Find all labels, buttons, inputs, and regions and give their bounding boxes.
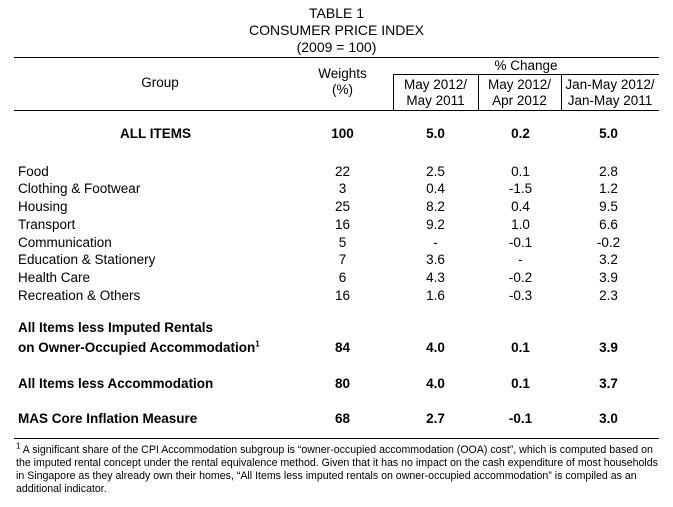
row-label-text: on Owner-Occupied Accommodation <box>18 340 256 355</box>
cell-ytd: -0.2 <box>596 235 621 250</box>
row-label-all-items: ALL ITEMS <box>120 126 192 141</box>
row-label: Communication <box>18 235 112 250</box>
row-label: Education & Stationery <box>18 252 156 267</box>
row-label-mas-core: MAS Core Inflation Measure <box>18 411 198 426</box>
col-ytd-line1: Jan-May 2012/ <box>565 77 655 92</box>
cell-weight: 100 <box>331 126 354 141</box>
row-label-less-accommodation: All Items less Accommodation <box>18 376 214 391</box>
weights-header: Weights (%) <box>300 66 385 98</box>
table-bottom-rule <box>14 438 659 439</box>
header-divider <box>561 75 562 110</box>
cell-ytd: 2.3 <box>599 288 618 303</box>
cell-weight: 68 <box>334 411 351 426</box>
cell-yoy: 4.0 <box>426 376 445 391</box>
table-subtitle: CONSUMER PRICE INDEX <box>248 22 425 38</box>
cell-mom: 0.1 <box>511 376 530 391</box>
top-rule <box>14 57 659 58</box>
header-divider <box>478 75 479 110</box>
col-ytd-line2: Jan-May 2011 <box>567 93 653 108</box>
cell-mom: -0.2 <box>508 270 533 285</box>
cell-yoy: 9.2 <box>426 217 445 232</box>
col-ytd-header: Jan-May 2012/ Jan-May 2011 <box>561 77 659 109</box>
cell-yoy: - <box>433 235 438 250</box>
footnote-marker: 1 <box>255 339 260 349</box>
table-title: TABLE 1 <box>309 5 364 21</box>
cell-yoy: 2.5 <box>426 164 445 179</box>
cell-weight: 25 <box>334 199 351 214</box>
cell-mom: -0.3 <box>508 288 533 303</box>
cell-ytd: 3.0 <box>599 411 618 426</box>
pct-change-header: % Change <box>494 58 558 73</box>
cell-yoy: 8.2 <box>426 199 445 214</box>
cell-yoy: 2.7 <box>426 411 445 426</box>
row-label: Health Care <box>18 270 91 285</box>
cell-mom: - <box>518 252 523 267</box>
row-label: Housing <box>18 199 68 214</box>
cell-mom: 1.0 <box>511 217 530 232</box>
cell-weight: 84 <box>334 340 351 355</box>
cell-mom: -1.5 <box>508 181 533 196</box>
pct-change-rule <box>393 74 659 75</box>
cell-mom: -0.1 <box>508 235 533 250</box>
footnote-text: A significant share of the CPI Accommoda… <box>16 444 658 495</box>
header-bottom-rule <box>14 110 659 111</box>
cell-mom: 0.1 <box>511 164 530 179</box>
cell-weight: 16 <box>334 217 351 232</box>
cell-ytd: 9.5 <box>599 199 618 214</box>
row-label: Recreation & Others <box>18 288 141 303</box>
weights-header-line2: (%) <box>332 82 353 97</box>
cell-yoy: 5.0 <box>426 126 445 141</box>
cell-yoy: 0.4 <box>426 181 445 196</box>
cell-ytd: 3.9 <box>599 340 618 355</box>
cell-yoy: 4.3 <box>426 270 445 285</box>
cell-weight: 7 <box>338 252 347 267</box>
cell-ytd: 3.7 <box>599 376 618 391</box>
row-label-imputed-rentals-line1: All Items less Imputed Rentals <box>18 320 214 335</box>
cell-weight: 16 <box>334 288 351 303</box>
footnote: 1 A significant share of the CPI Accommo… <box>16 441 661 496</box>
footnote-mark: 1 <box>16 441 21 451</box>
cell-yoy: 1.6 <box>426 288 445 303</box>
cell-ytd: 5.0 <box>599 126 618 141</box>
cell-mom: 0.4 <box>511 199 530 214</box>
cell-ytd: 3.9 <box>599 270 618 285</box>
cell-yoy: 3.6 <box>426 252 445 267</box>
header-divider <box>393 75 394 110</box>
row-label: Food <box>18 164 49 179</box>
cell-ytd: 2.8 <box>599 164 618 179</box>
col-mom-line1: May 2012/ <box>487 77 552 92</box>
row-label: Transport <box>18 217 76 232</box>
cell-weight: 3 <box>338 181 347 196</box>
col-yoy-line1: May 2012/ <box>403 77 468 92</box>
cell-mom: 0.2 <box>511 126 530 141</box>
row-label: Clothing & Footwear <box>18 181 141 196</box>
cell-ytd: 1.2 <box>599 181 618 196</box>
weights-header-line1: Weights <box>318 66 367 81</box>
cell-weight: 6 <box>338 270 347 285</box>
cell-mom: -0.1 <box>508 411 533 426</box>
col-yoy-header: May 2012/ May 2011 <box>393 77 478 109</box>
row-label-imputed-rentals-line2: on Owner-Occupied Accommodation1 <box>18 340 260 356</box>
cell-ytd: 6.6 <box>599 217 618 232</box>
base-year-note: (2009 = 100) <box>296 39 377 55</box>
cell-weight: 80 <box>334 376 351 391</box>
cell-weight: 22 <box>334 164 351 179</box>
col-mom-header: May 2012/ Apr 2012 <box>478 77 561 109</box>
group-header: Group <box>141 75 179 90</box>
cell-weight: 5 <box>338 235 347 250</box>
cell-ytd: 3.2 <box>599 252 618 267</box>
cell-mom: 0.1 <box>511 340 530 355</box>
cell-yoy: 4.0 <box>426 340 445 355</box>
col-yoy-line2: May 2011 <box>406 93 465 108</box>
col-mom-line2: Apr 2012 <box>492 93 547 108</box>
